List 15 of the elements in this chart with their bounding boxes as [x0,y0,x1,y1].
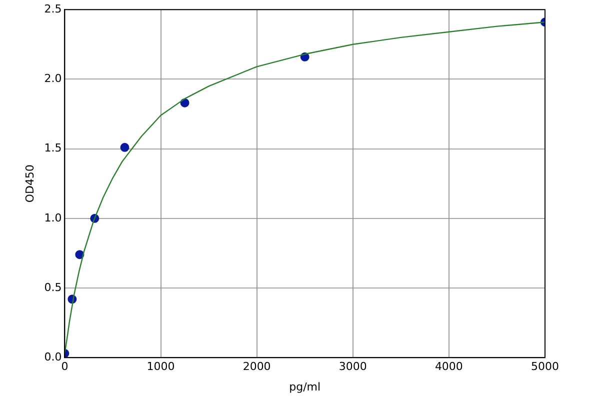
x-tick-label: 5000 [531,360,559,374]
x-tick-label: 4000 [434,360,463,374]
y-tick-label: 1.5 [44,142,62,155]
x-tick-label: 0 [61,360,68,374]
x-tick-label: 2000 [242,360,271,374]
point [120,142,130,152]
y-tick-label: 0.0 [44,350,62,364]
y-tick-label: 2.0 [44,72,62,86]
x-axis-title: pg/ml [289,380,321,394]
y-axis-title: OD450 [23,164,36,203]
x-tick-label: 3000 [338,360,367,374]
y-tick-label: 1.0 [44,211,62,224]
y-tick-label: 0.5 [44,280,62,294]
x-tick-label: 1000 [146,360,175,374]
y-tick-label: 2.5 [44,2,62,16]
